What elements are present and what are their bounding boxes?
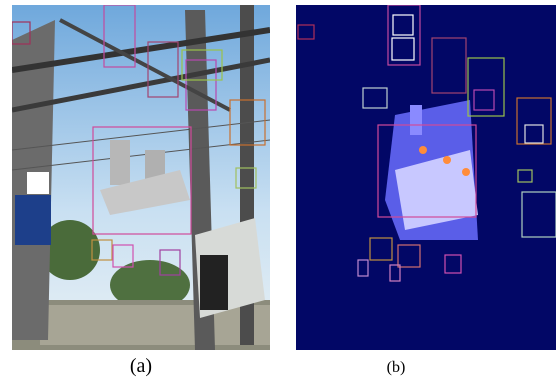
panel-label: (a) (130, 355, 152, 377)
panel-a-image (12, 5, 270, 350)
panel-b-image (296, 5, 556, 350)
panel-label: (b) (387, 359, 406, 376)
figure: (a) (b) (0, 0, 556, 381)
